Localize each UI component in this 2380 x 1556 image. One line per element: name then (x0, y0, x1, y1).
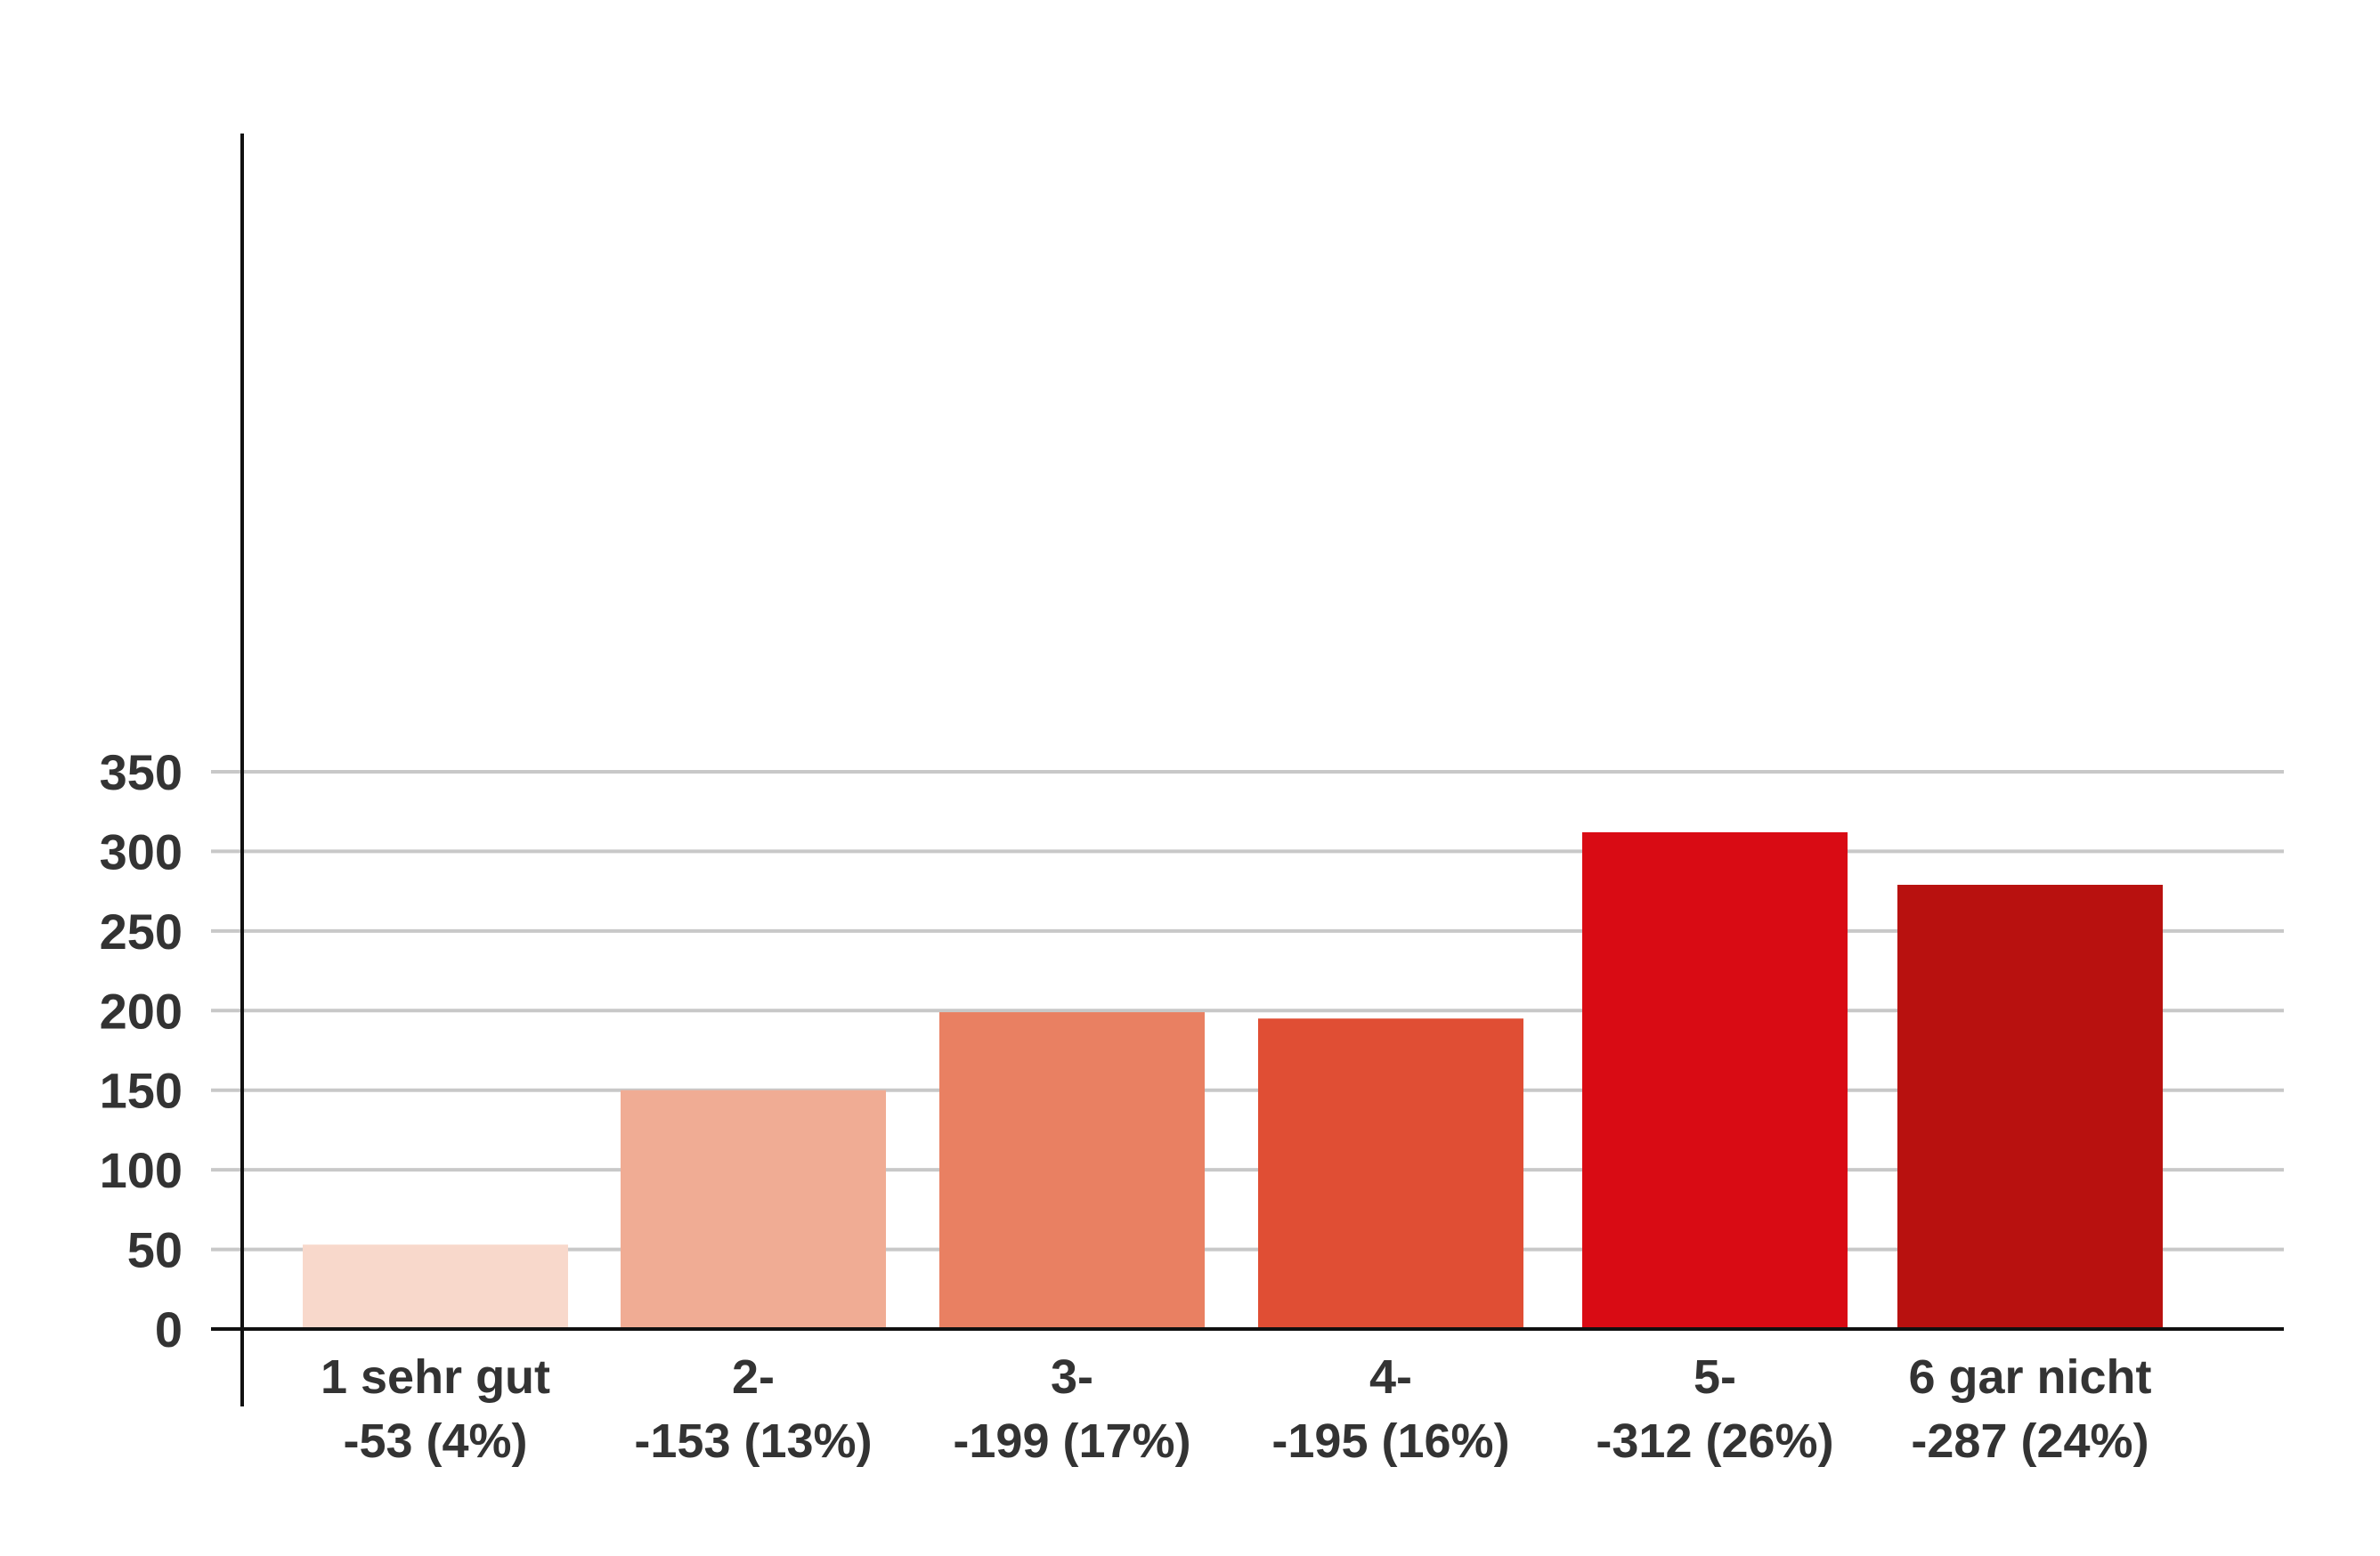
x-category-label-3-line2: -199 (17%) (953, 1414, 1190, 1468)
x-category-label-6-line2: -287 (24%) (1911, 1414, 2148, 1468)
x-category-label-4-line1: 4- (1369, 1350, 1412, 1404)
y-tick-label-250: 250 (100, 904, 183, 960)
y-tick-label-50: 50 (127, 1222, 183, 1278)
x-category-label-5-line1: 5- (1694, 1350, 1736, 1404)
bar-4 (1258, 1018, 1523, 1329)
y-tick-labels: 0 50 100 150 200 250 300 350 (100, 744, 183, 1357)
x-category-label-1-line1: 1 sehr gut (321, 1350, 550, 1404)
y-tick-label-200: 200 (100, 983, 183, 1039)
bar-3 (939, 1012, 1205, 1329)
x-category-label-1-line2: -53 (4%) (343, 1414, 527, 1468)
x-category-label-2-line1: 2- (732, 1350, 775, 1404)
gridlines (211, 769, 2284, 1252)
x-category-label-5-line2: -312 (26%) (1596, 1414, 1833, 1468)
y-tick-label-0: 0 (155, 1301, 183, 1357)
x-category-label-3-line1: 3- (1051, 1350, 1093, 1404)
x-category-label-6-line1: 6 gar nicht (1908, 1350, 2151, 1404)
x-category-labels: 1 sehr gut -53 (4%) 2- -153 (13%) 3- -199 (17… (321, 1350, 2152, 1468)
bar-5 (1582, 831, 1848, 1329)
axes (211, 134, 2284, 1406)
y-tick-label-300: 300 (100, 823, 183, 879)
x-category-label-2-line2: -153 (13%) (634, 1414, 872, 1468)
x-category-label-4-line2: -195 (16%) (1271, 1414, 1509, 1468)
bar-2 (621, 1090, 886, 1329)
y-tick-label-350: 350 (100, 744, 183, 800)
bar-1 (303, 1244, 568, 1329)
bar-6 (1897, 884, 2163, 1329)
y-tick-label-100: 100 (100, 1142, 183, 1198)
bars (303, 831, 2163, 1329)
y-tick-label-150: 150 (100, 1063, 183, 1119)
